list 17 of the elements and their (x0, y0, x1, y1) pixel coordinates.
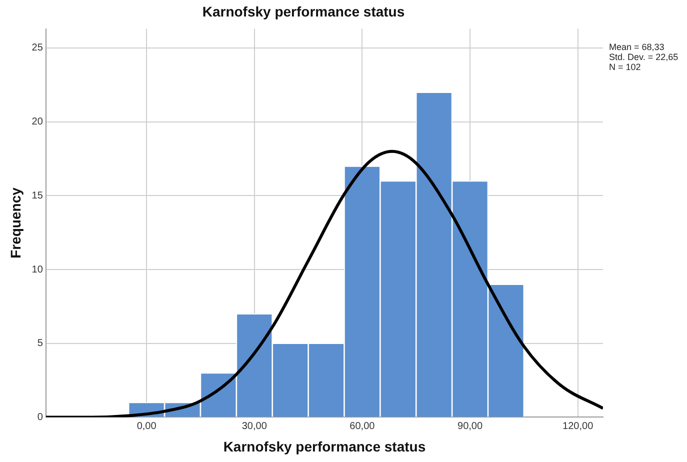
y-tick-label: 0 (37, 412, 44, 423)
x-axis-title: Karnofsky performance status (223, 438, 426, 454)
x-tick-label: 120,00 (562, 420, 594, 432)
x-tick-label: 30,00 (242, 420, 268, 432)
text: Std. Dev. = 22,65 (609, 52, 678, 62)
x-tick-label: 60,00 (350, 420, 376, 432)
y-tick-label: 20 (32, 116, 44, 128)
x-tick-label: 0,00 (136, 420, 157, 432)
y-tick-label: 15 (32, 190, 44, 202)
x-tick-label: 90,00 (458, 420, 483, 432)
text: Mean = 68,33 (609, 42, 664, 52)
y-tick-label: 10 (32, 264, 44, 276)
text: N = 102 (609, 62, 641, 72)
y-tick-label: 5 (37, 338, 44, 350)
y-axis-title: Frequency (7, 187, 24, 258)
y-tick-label: 25 (32, 42, 44, 54)
chart-title: Karnofsky performance status (202, 3, 405, 20)
